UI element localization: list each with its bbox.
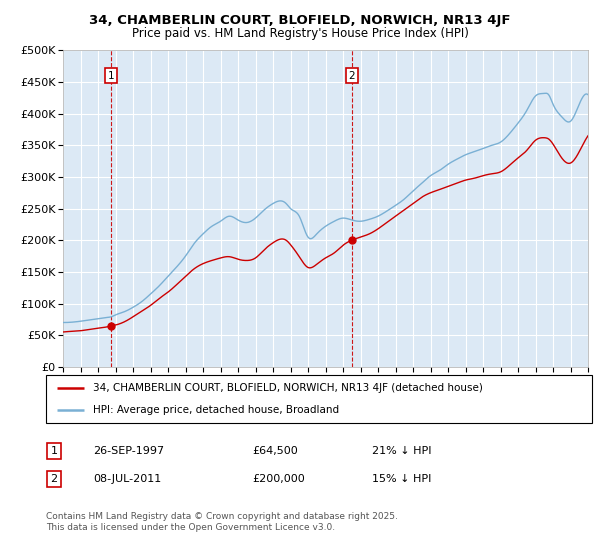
- Text: 15% ↓ HPI: 15% ↓ HPI: [372, 474, 431, 484]
- Text: 34, CHAMBERLIN COURT, BLOFIELD, NORWICH, NR13 4JF (detached house): 34, CHAMBERLIN COURT, BLOFIELD, NORWICH,…: [92, 383, 482, 393]
- Text: 2: 2: [50, 474, 58, 484]
- Text: 1: 1: [108, 71, 115, 81]
- Text: £200,000: £200,000: [252, 474, 305, 484]
- Text: HPI: Average price, detached house, Broadland: HPI: Average price, detached house, Broa…: [92, 405, 339, 415]
- Text: 2: 2: [349, 71, 355, 81]
- Text: 21% ↓ HPI: 21% ↓ HPI: [372, 446, 431, 456]
- Text: 34, CHAMBERLIN COURT, BLOFIELD, NORWICH, NR13 4JF: 34, CHAMBERLIN COURT, BLOFIELD, NORWICH,…: [89, 14, 511, 27]
- Text: 26-SEP-1997: 26-SEP-1997: [93, 446, 164, 456]
- Text: £64,500: £64,500: [252, 446, 298, 456]
- Text: Price paid vs. HM Land Registry's House Price Index (HPI): Price paid vs. HM Land Registry's House …: [131, 27, 469, 40]
- Text: Contains HM Land Registry data © Crown copyright and database right 2025.
This d: Contains HM Land Registry data © Crown c…: [46, 512, 398, 532]
- Text: 08-JUL-2011: 08-JUL-2011: [93, 474, 161, 484]
- Text: 1: 1: [50, 446, 58, 456]
